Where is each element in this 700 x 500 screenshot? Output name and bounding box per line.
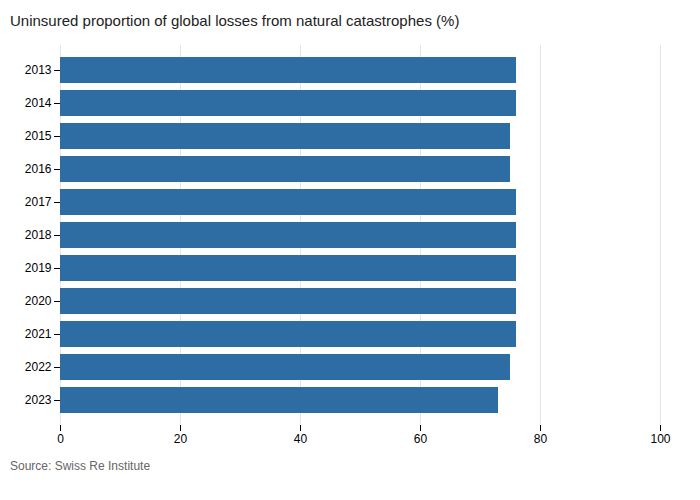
- svg-text:40: 40: [294, 432, 308, 446]
- svg-text:2015: 2015: [25, 129, 52, 143]
- svg-text:2018: 2018: [25, 228, 52, 242]
- svg-text:2014: 2014: [25, 96, 52, 110]
- svg-text:2019: 2019: [25, 261, 52, 275]
- svg-text:0: 0: [57, 432, 64, 446]
- svg-text:2022: 2022: [25, 360, 52, 374]
- svg-text:2017: 2017: [25, 195, 52, 209]
- svg-text:2023: 2023: [25, 393, 52, 407]
- svg-text:2016: 2016: [25, 162, 52, 176]
- svg-text:2020: 2020: [25, 294, 52, 308]
- svg-text:60: 60: [414, 432, 428, 446]
- svg-text:20: 20: [174, 432, 188, 446]
- html-text:Source: Swiss Re Institute: Source: Swiss Re Institute: [10, 459, 151, 473]
- html-text:Uninsured proportion of global: Uninsured proportion of global losses fr…: [10, 12, 460, 29]
- svg-text:2021: 2021: [25, 327, 52, 341]
- svg-text:80: 80: [534, 432, 548, 446]
- svg-text:2013: 2013: [25, 63, 52, 77]
- svg-text:100: 100: [650, 432, 670, 446]
